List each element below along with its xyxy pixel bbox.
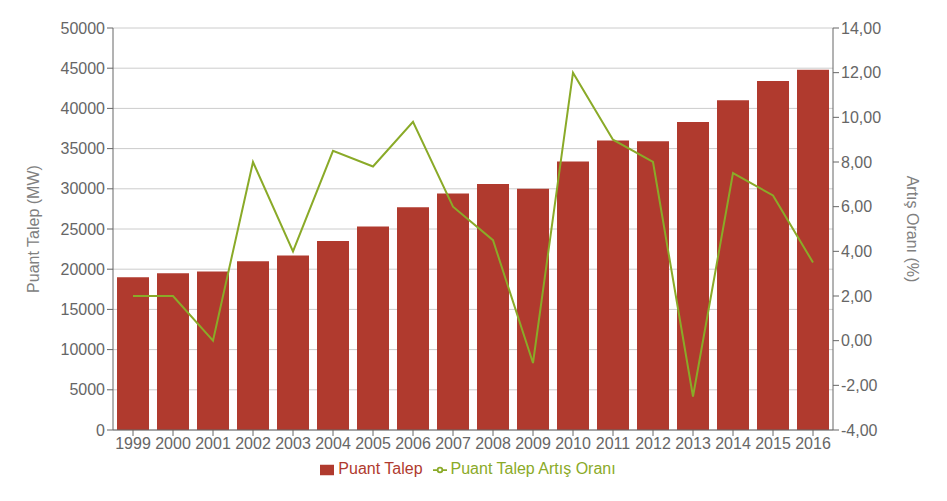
svg-text:2014: 2014 bbox=[715, 435, 751, 452]
svg-text:1999: 1999 bbox=[115, 435, 151, 452]
svg-text:2013: 2013 bbox=[675, 435, 711, 452]
svg-text:5000: 5000 bbox=[69, 381, 105, 398]
html-text:Puant Talep Artış Oranı: Puant Talep Artış Oranı bbox=[450, 460, 616, 477]
svg-text:15000: 15000 bbox=[61, 301, 106, 318]
svg-text:2005: 2005 bbox=[355, 435, 391, 452]
svg-text:0: 0 bbox=[96, 422, 105, 439]
svg-text:2012: 2012 bbox=[635, 435, 671, 452]
svg-text:14,00: 14,00 bbox=[841, 20, 881, 37]
svg-text:2000: 2000 bbox=[155, 435, 191, 452]
svg-text:10000: 10000 bbox=[61, 341, 106, 358]
svg-text:2015: 2015 bbox=[755, 435, 791, 452]
svg-text:Puant Talep (MW): Puant Talep (MW) bbox=[25, 165, 42, 293]
svg-text:-4,00: -4,00 bbox=[841, 422, 878, 439]
svg-text:2002: 2002 bbox=[235, 435, 271, 452]
svg-text:2001: 2001 bbox=[195, 435, 231, 452]
svg-text:2006: 2006 bbox=[395, 435, 431, 452]
svg-text:10,00: 10,00 bbox=[841, 109, 881, 126]
svg-text:30000: 30000 bbox=[61, 180, 106, 197]
svg-text:Artış Oranı (%): Artış Oranı (%) bbox=[904, 176, 921, 283]
svg-text:40000: 40000 bbox=[61, 100, 106, 117]
svg-text:35000: 35000 bbox=[61, 140, 106, 157]
svg-text:2,00: 2,00 bbox=[841, 288, 872, 305]
svg-text:0,00: 0,00 bbox=[841, 332, 872, 349]
svg-text:2011: 2011 bbox=[596, 435, 631, 452]
svg-text:12,00: 12,00 bbox=[841, 64, 881, 81]
svg-text:2003: 2003 bbox=[275, 435, 311, 452]
svg-text:2007: 2007 bbox=[435, 435, 471, 452]
html-text:Puant Talep: Puant Talep bbox=[338, 460, 423, 477]
svg-text:4,00: 4,00 bbox=[841, 243, 872, 260]
svg-text:2009: 2009 bbox=[515, 435, 551, 452]
svg-text:2016: 2016 bbox=[795, 435, 831, 452]
svg-text:20000: 20000 bbox=[61, 261, 106, 278]
svg-text:6,00: 6,00 bbox=[841, 198, 872, 215]
svg-text:50000: 50000 bbox=[61, 20, 106, 37]
svg-text:-2,00: -2,00 bbox=[841, 377, 878, 394]
svg-text:2004: 2004 bbox=[315, 435, 351, 452]
svg-text:25000: 25000 bbox=[61, 221, 106, 238]
svg-text:2010: 2010 bbox=[555, 435, 591, 452]
svg-text:45000: 45000 bbox=[61, 60, 106, 77]
svg-text:2008: 2008 bbox=[475, 435, 511, 452]
svg-text:8,00: 8,00 bbox=[841, 154, 872, 171]
